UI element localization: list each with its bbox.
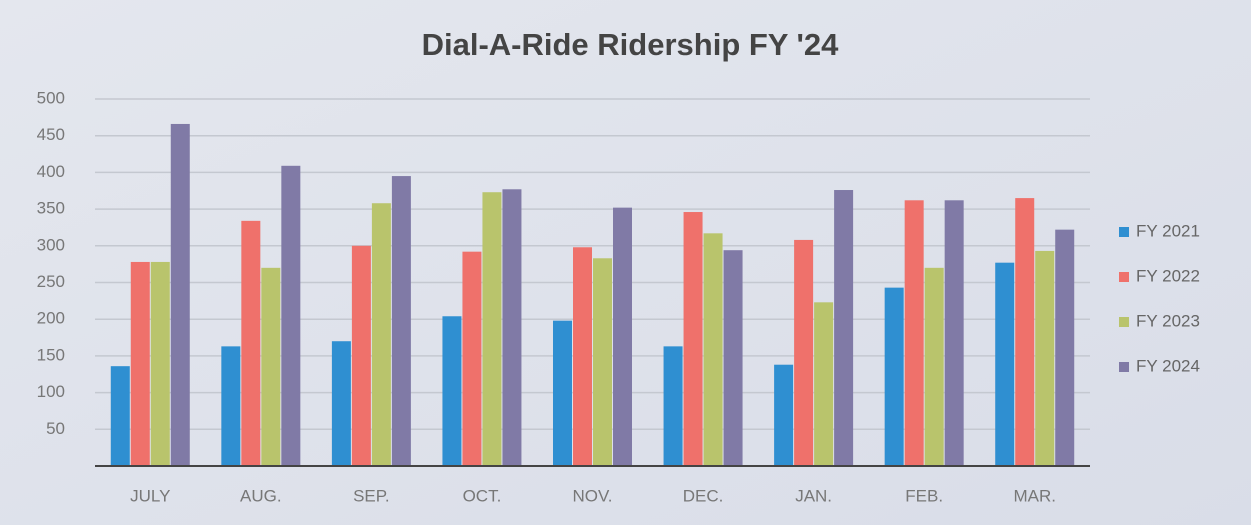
bar bbox=[995, 262, 1015, 466]
bar bbox=[281, 165, 301, 466]
legend-swatch bbox=[1119, 317, 1129, 327]
legend-label: FY 2022 bbox=[1136, 266, 1200, 285]
x-tick-label: DEC. bbox=[683, 486, 724, 505]
bar bbox=[130, 261, 150, 466]
bar bbox=[1055, 229, 1075, 466]
bar bbox=[391, 176, 411, 466]
bar bbox=[904, 200, 924, 467]
y-tick-label: 200 bbox=[37, 309, 65, 328]
chart-title: Dial-A-Ride Ridership FY '24 bbox=[422, 27, 840, 62]
x-tick-label: FEB. bbox=[905, 486, 943, 505]
y-tick-label: 150 bbox=[37, 345, 65, 364]
legend-swatch bbox=[1119, 362, 1129, 372]
bar bbox=[663, 346, 683, 466]
bar bbox=[794, 239, 814, 466]
y-tick-label: 450 bbox=[37, 125, 65, 144]
bar bbox=[774, 364, 794, 466]
bar bbox=[482, 192, 502, 466]
x-tick-label: MAR. bbox=[1013, 486, 1056, 505]
bar bbox=[331, 341, 351, 466]
bar bbox=[553, 320, 572, 466]
bar bbox=[944, 200, 964, 467]
legend-label: FY 2021 bbox=[1136, 221, 1200, 240]
x-tick-label: JULY bbox=[130, 486, 170, 505]
bar bbox=[351, 245, 371, 466]
y-tick-label: 300 bbox=[37, 235, 65, 254]
bar bbox=[814, 302, 834, 466]
y-tick-label: 250 bbox=[37, 272, 65, 291]
x-tick-label: OCT. bbox=[463, 486, 502, 505]
bar bbox=[442, 316, 462, 466]
bar bbox=[462, 251, 482, 466]
bar bbox=[1015, 198, 1035, 466]
bar bbox=[1035, 250, 1055, 466]
legend-label: FY 2024 bbox=[1136, 356, 1200, 375]
bar bbox=[261, 267, 281, 466]
bar bbox=[110, 366, 130, 466]
legend-swatch bbox=[1119, 227, 1129, 237]
bar bbox=[170, 123, 190, 467]
bar bbox=[150, 261, 170, 466]
x-tick-label: SEP. bbox=[353, 486, 390, 505]
bar bbox=[241, 220, 261, 466]
bar bbox=[573, 247, 592, 466]
x-tick-label: NOV. bbox=[572, 486, 612, 505]
y-tick-label: 100 bbox=[37, 382, 65, 401]
bar bbox=[221, 346, 241, 466]
x-tick-label: AUG. bbox=[240, 486, 282, 505]
x-tick-label: JAN. bbox=[795, 486, 832, 505]
bar bbox=[703, 233, 723, 466]
y-tick-label: 50 bbox=[46, 419, 65, 438]
y-tick-label: 400 bbox=[37, 162, 65, 181]
bar bbox=[884, 287, 904, 466]
bar bbox=[924, 267, 944, 466]
bar bbox=[371, 203, 391, 466]
y-tick-label: 350 bbox=[37, 199, 65, 218]
bar bbox=[613, 207, 632, 466]
bar bbox=[593, 258, 612, 466]
bar bbox=[834, 190, 854, 467]
legend-label: FY 2023 bbox=[1136, 311, 1200, 330]
legend-swatch bbox=[1119, 272, 1129, 282]
bar bbox=[723, 250, 743, 466]
bar bbox=[683, 212, 703, 466]
y-tick-label: 500 bbox=[37, 88, 65, 107]
bar bbox=[502, 189, 522, 467]
